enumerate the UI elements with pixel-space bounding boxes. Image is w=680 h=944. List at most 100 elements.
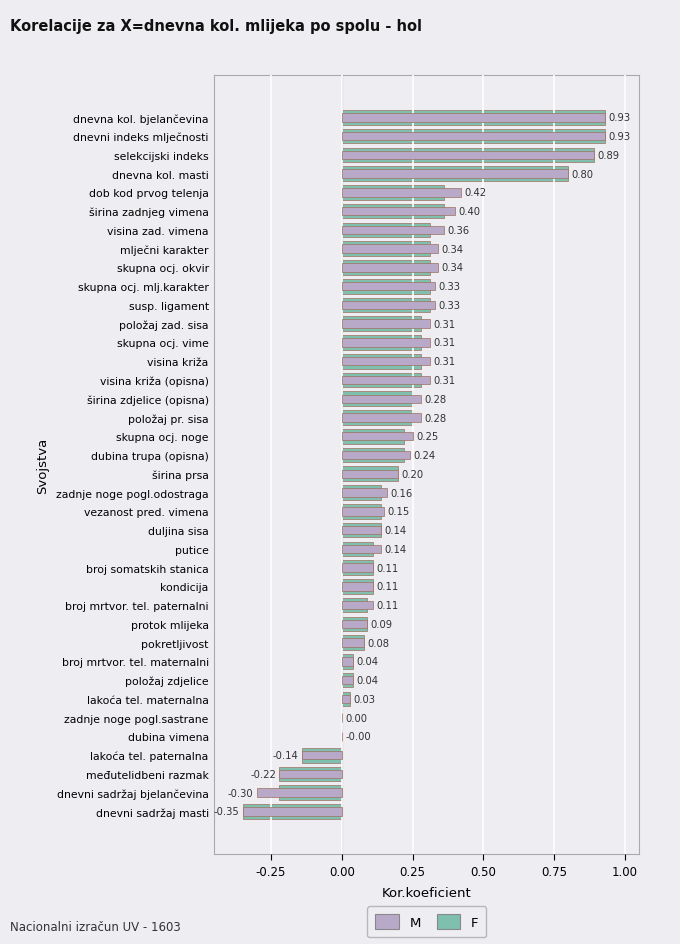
Bar	[243, 807, 341, 816]
Bar	[341, 320, 430, 329]
X-axis label: Kor.koeficient: Kor.koeficient	[382, 886, 471, 899]
Bar	[341, 430, 404, 444]
Bar	[256, 788, 341, 797]
Text: 0.11: 0.11	[376, 582, 398, 592]
Bar	[341, 355, 421, 369]
Text: 0.04: 0.04	[356, 676, 379, 685]
Bar	[341, 635, 364, 650]
Text: 0.34: 0.34	[441, 263, 464, 273]
Bar	[341, 261, 430, 276]
Bar	[341, 542, 373, 557]
Text: -0.30: -0.30	[228, 788, 253, 798]
Bar	[341, 298, 430, 313]
Text: 0.93: 0.93	[609, 132, 631, 142]
Bar	[279, 770, 341, 779]
Bar	[341, 279, 430, 295]
Bar	[341, 676, 353, 684]
Bar	[341, 227, 443, 235]
Bar	[341, 111, 605, 126]
Bar	[341, 167, 568, 182]
Bar	[341, 523, 381, 538]
Text: 0.28: 0.28	[424, 413, 447, 423]
Text: 0.28: 0.28	[424, 395, 447, 404]
Bar	[341, 336, 421, 350]
Text: 0.31: 0.31	[433, 376, 455, 385]
Bar	[341, 620, 367, 629]
Text: 0.20: 0.20	[402, 469, 424, 480]
Text: 0.33: 0.33	[439, 282, 460, 292]
Text: 0.31: 0.31	[433, 357, 455, 367]
Bar	[341, 358, 430, 366]
Bar	[341, 527, 381, 534]
Text: 0.03: 0.03	[354, 694, 375, 704]
Bar	[341, 598, 367, 613]
Bar	[341, 486, 381, 500]
Text: 0.08: 0.08	[368, 638, 390, 648]
Bar	[341, 654, 353, 669]
Text: 0.15: 0.15	[388, 507, 410, 516]
Text: -0.22: -0.22	[250, 769, 276, 779]
Bar	[341, 564, 373, 572]
Text: 0.31: 0.31	[433, 319, 455, 329]
Bar	[341, 114, 605, 123]
Bar	[341, 301, 435, 310]
Text: 0.11: 0.11	[376, 600, 398, 611]
Text: 0.93: 0.93	[609, 113, 631, 124]
Bar	[341, 377, 430, 385]
Text: -0.35: -0.35	[214, 806, 239, 817]
Bar	[341, 148, 594, 163]
Bar	[341, 545, 381, 553]
Bar	[341, 133, 605, 142]
Bar	[341, 264, 438, 273]
Bar	[341, 186, 443, 200]
Bar	[302, 751, 341, 760]
Text: 0.31: 0.31	[433, 338, 455, 348]
Bar	[341, 448, 404, 463]
Bar	[341, 639, 364, 648]
Text: 0.34: 0.34	[441, 244, 464, 254]
Text: 0.14: 0.14	[385, 526, 407, 535]
Bar	[341, 451, 409, 460]
Bar	[341, 467, 398, 481]
Text: 0.04: 0.04	[356, 657, 379, 666]
Bar	[341, 189, 460, 197]
Bar	[243, 804, 341, 818]
Bar	[341, 205, 443, 219]
Text: -0.14: -0.14	[273, 750, 299, 760]
Bar	[341, 170, 568, 178]
Legend: M, F: M, F	[367, 906, 486, 937]
Bar	[341, 339, 430, 347]
Bar	[279, 785, 341, 801]
Text: 0.36: 0.36	[447, 226, 469, 236]
Bar	[341, 504, 381, 519]
Bar	[341, 692, 350, 706]
Text: 0.89: 0.89	[597, 151, 619, 160]
Bar	[341, 392, 413, 407]
Bar	[341, 242, 430, 257]
Bar	[341, 396, 421, 403]
Text: -0.00: -0.00	[345, 732, 371, 742]
Bar	[341, 470, 398, 479]
Text: 0.00: 0.00	[345, 713, 367, 723]
Text: 0.42: 0.42	[464, 188, 486, 198]
Bar	[341, 151, 594, 160]
Bar	[341, 317, 421, 331]
Bar	[341, 413, 421, 422]
Bar	[341, 373, 421, 388]
Text: 0.25: 0.25	[416, 431, 438, 442]
Bar	[341, 245, 438, 254]
Text: 0.24: 0.24	[413, 450, 435, 461]
Bar	[341, 224, 430, 238]
Text: 0.14: 0.14	[385, 545, 407, 554]
Bar	[341, 580, 373, 594]
Bar	[302, 748, 341, 763]
Text: Nacionalni izračun UV - 1603: Nacionalni izračun UV - 1603	[10, 919, 181, 933]
Bar	[341, 411, 413, 426]
Text: Korelacije za X=dnevna kol. mlijeka po spolu - hol: Korelacije za X=dnevna kol. mlijeka po s…	[10, 19, 422, 34]
Bar	[341, 208, 455, 216]
Bar	[341, 432, 413, 441]
Bar	[341, 282, 435, 291]
Y-axis label: Svojstva: Svojstva	[36, 437, 49, 493]
Bar	[279, 767, 341, 782]
Text: 0.80: 0.80	[572, 170, 594, 179]
